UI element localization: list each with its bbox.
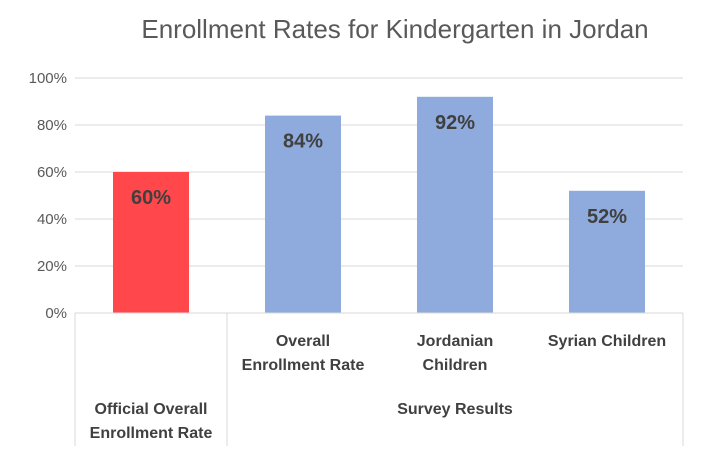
- category-label: Overall Enrollment Rate: [242, 333, 365, 374]
- chart-title: Enrollment Rates for Kindergarten in Jor…: [141, 14, 648, 44]
- x-axis: Overall Enrollment Rate Jordanian Children S…: [74, 312, 684, 446]
- y-tick-label: 100%: [29, 70, 67, 87]
- data-label: 92%: [435, 112, 475, 134]
- bar: [417, 96, 493, 313]
- data-label: 84%: [283, 131, 323, 153]
- bars: [113, 96, 645, 313]
- bar: [569, 190, 645, 313]
- y-tick-label: 60%: [37, 164, 67, 181]
- data-label: 52%: [587, 206, 627, 228]
- data-label: 60%: [131, 187, 171, 209]
- group-label: Official Overall Enrollment Rate: [90, 401, 213, 442]
- y-tick-label: 0%: [45, 305, 67, 322]
- category-label: Jordanian Children: [417, 333, 493, 374]
- y-tick-label: 80%: [37, 117, 67, 134]
- bar: [265, 115, 341, 313]
- category-label: Syrian Children: [548, 333, 666, 350]
- bar: [113, 172, 189, 313]
- data-labels: 60% 84% 92% 52%: [131, 112, 627, 228]
- y-tick-label: 20%: [37, 258, 67, 275]
- y-axis-ticks: 0% 20% 40% 60% 80% 100%: [29, 70, 67, 322]
- group-label: Survey Results: [397, 401, 513, 418]
- y-tick-label: 40%: [37, 211, 67, 228]
